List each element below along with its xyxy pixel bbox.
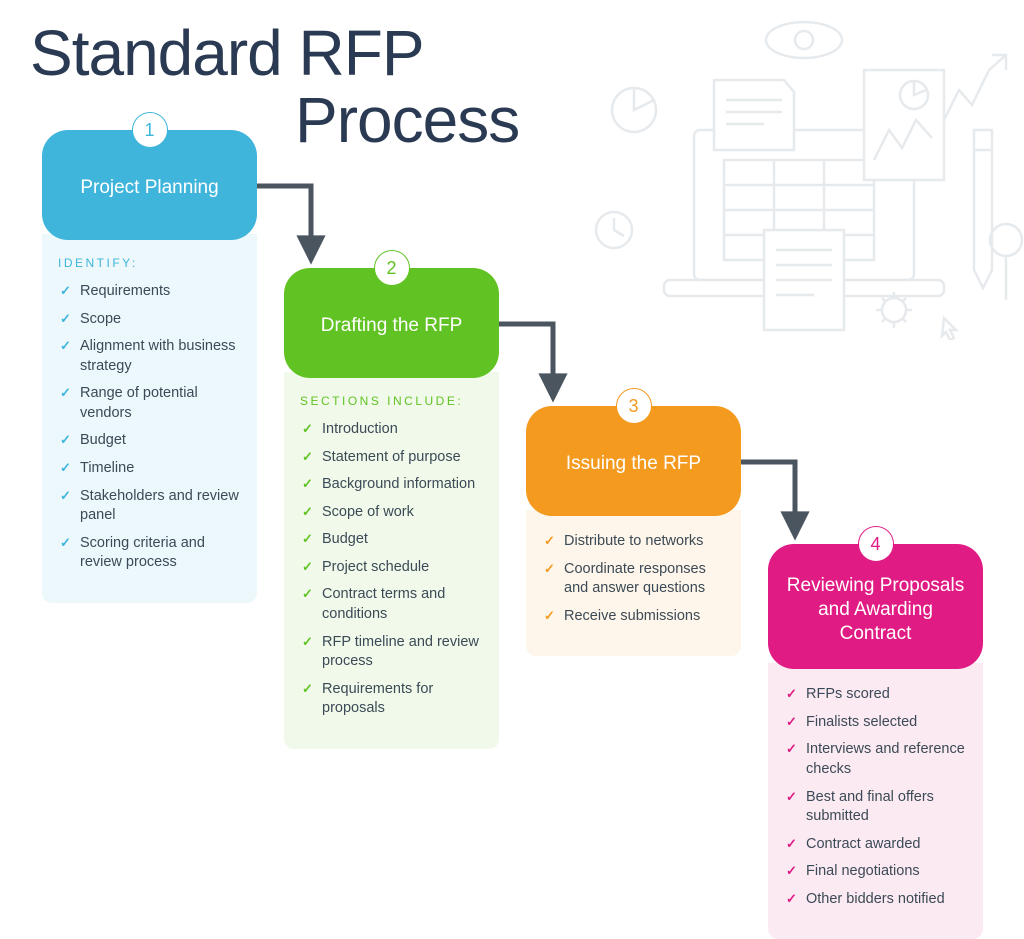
list-item: Background information bbox=[300, 475, 483, 495]
flow-arrow bbox=[741, 462, 795, 526]
item-list: Requirements Scope Alignment with business… bbox=[58, 282, 241, 573]
list-item: Timeline bbox=[58, 459, 241, 479]
stage-2: Drafting the RFP2 SECTIONS INCLUDE: Introd… bbox=[284, 268, 499, 749]
stage-body: IDENTIFY: Requirements Scope Alignment with… bbox=[42, 234, 257, 603]
list-item: Stakeholders and review panel bbox=[58, 487, 241, 526]
list-item: Budget bbox=[300, 530, 483, 550]
list-item: Scoring criteria and review process bbox=[58, 534, 241, 573]
flow-arrow bbox=[257, 186, 311, 250]
list-item: Final negotiations bbox=[784, 862, 967, 882]
section-label: IDENTIFY: bbox=[58, 256, 241, 270]
list-item: Finalists selected bbox=[784, 713, 967, 733]
stage-number-badge: 4 bbox=[858, 526, 894, 562]
section-label: SECTIONS INCLUDE: bbox=[300, 394, 483, 408]
stage-3: Issuing the RFP3 Distribute to networks Co… bbox=[526, 406, 741, 656]
list-item: Introduction bbox=[300, 420, 483, 440]
list-item: Interviews and reference checks bbox=[784, 740, 967, 779]
list-item: Best and final offers submitted bbox=[784, 788, 967, 827]
stage-header: Reviewing Proposals and Awarding Contrac… bbox=[768, 544, 983, 669]
stage-body: Distribute to networks Coordinate respons… bbox=[526, 510, 741, 656]
background-art-icon bbox=[594, 10, 1024, 340]
item-list: RFPs scored Finalists selected Interviews … bbox=[784, 685, 967, 909]
stage-number-badge: 3 bbox=[616, 388, 652, 424]
stage-title: Reviewing Proposals and Awarding Contrac… bbox=[784, 574, 967, 645]
stage-4: Reviewing Proposals and Awarding Contrac… bbox=[768, 544, 983, 939]
list-item: Statement of purpose bbox=[300, 448, 483, 468]
stage-header: Drafting the RFP2 bbox=[284, 268, 499, 378]
stage-body: RFPs scored Finalists selected Interviews … bbox=[768, 663, 983, 939]
list-item: Range of potential vendors bbox=[58, 384, 241, 423]
list-item: Distribute to networks bbox=[542, 532, 725, 552]
list-item: Receive submissions bbox=[542, 607, 725, 627]
stage-header: Issuing the RFP3 bbox=[526, 406, 741, 516]
flow-arrow bbox=[499, 324, 553, 388]
list-item: Other bidders notified bbox=[784, 890, 967, 910]
list-item: Contract awarded bbox=[784, 835, 967, 855]
list-item: Project schedule bbox=[300, 558, 483, 578]
stage-number-badge: 2 bbox=[374, 250, 410, 286]
list-item: Requirements bbox=[58, 282, 241, 302]
item-list: Introduction Statement of purpose Backgrou… bbox=[300, 420, 483, 719]
list-item: Scope of work bbox=[300, 503, 483, 523]
list-item: Budget bbox=[58, 431, 241, 451]
stage-body: SECTIONS INCLUDE: Introduction Statement o… bbox=[284, 372, 499, 749]
list-item: Coordinate responses and answer question… bbox=[542, 560, 725, 599]
item-list: Distribute to networks Coordinate respons… bbox=[542, 532, 725, 626]
list-item: Alignment with business strategy bbox=[58, 337, 241, 376]
list-item: Requirements for proposals bbox=[300, 680, 483, 719]
list-item: Scope bbox=[58, 310, 241, 330]
stage-title: Drafting the RFP bbox=[321, 314, 463, 338]
list-item: RFPs scored bbox=[784, 685, 967, 705]
title-line-1: Standard RFP bbox=[30, 20, 519, 87]
list-item: RFP timeline and review process bbox=[300, 633, 483, 672]
stage-header: Project Planning1 bbox=[42, 130, 257, 240]
stage-1: Project Planning1 IDENTIFY: Requirements Sc… bbox=[42, 130, 257, 603]
stage-number-badge: 1 bbox=[132, 112, 168, 148]
list-item: Contract terms and conditions bbox=[300, 585, 483, 624]
stage-title: Project Planning bbox=[80, 176, 218, 200]
title-line-2: Process bbox=[295, 87, 519, 154]
stage-title: Issuing the RFP bbox=[566, 452, 701, 476]
